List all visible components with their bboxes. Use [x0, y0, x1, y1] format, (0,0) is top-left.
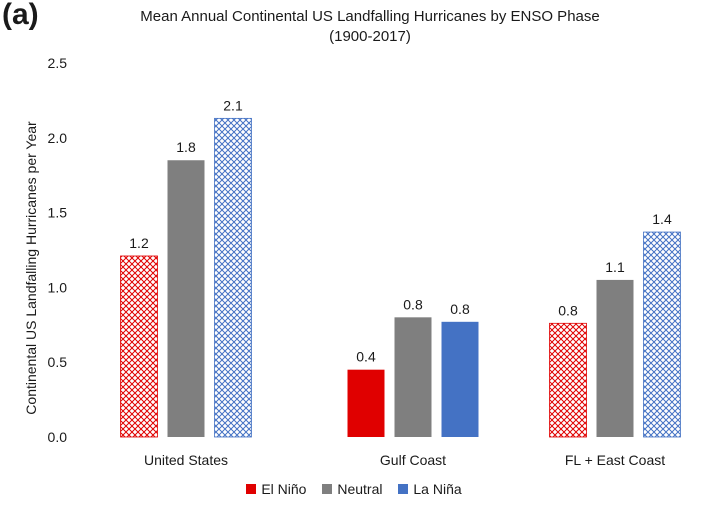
bar-value-label: 2.1 [223, 97, 243, 113]
bar-value-label: 0.4 [356, 349, 376, 365]
y-tick-label: 0.0 [48, 429, 68, 445]
y-tick-label: 2.5 [48, 55, 68, 71]
bar-la-nina-gulf-coast [441, 321, 479, 437]
bar-el-nino-fl-east-coast [549, 322, 587, 438]
legend-item-la-nina: La Niña [398, 481, 462, 497]
legend-label-neutral: Neutral [337, 481, 383, 497]
x-category-label: Gulf Coast [380, 452, 446, 468]
legend: El Niño Neutral La Niña [0, 481, 708, 497]
legend-item-el-nino: El Niño [246, 481, 306, 497]
bar-neutral-gulf-coast [394, 317, 432, 437]
legend-label-la-nina: La Niña [413, 481, 462, 497]
bar-value-label: 0.8 [558, 302, 578, 318]
x-category-label: FL + East Coast [565, 452, 665, 468]
bar-value-label: 0.8 [403, 296, 423, 312]
legend-label-el-nino: El Niño [261, 481, 307, 497]
y-tick-label: 1.0 [48, 279, 68, 295]
panel-label: (a) [2, 0, 39, 31]
bar-value-label: 1.8 [176, 139, 196, 155]
legend-swatch-la-nina [398, 484, 409, 494]
bar-la-nina-united-states [214, 117, 252, 438]
bar-el-nino-united-states [120, 255, 158, 438]
bar-value-label: 1.2 [129, 235, 149, 251]
y-tick-label: 1.5 [48, 205, 68, 221]
bar-neutral-fl-east-coast [596, 279, 634, 437]
bar-value-label: 0.8 [450, 301, 470, 317]
bar-value-label: 1.4 [652, 211, 672, 227]
chart-subtitle: (1900-2017) [329, 28, 411, 45]
x-category-label: United States [144, 452, 228, 468]
bar-neutral-united-states [167, 160, 205, 438]
bar-value-label: 1.1 [605, 259, 625, 275]
y-tick-label: 2.0 [48, 130, 68, 146]
y-tick-label: 0.5 [48, 354, 68, 370]
chart-title: Mean Annual Continental US Landfalling H… [140, 8, 600, 25]
bar-el-nino-gulf-coast [347, 369, 385, 437]
legend-swatch-el-nino [246, 484, 257, 494]
bar-la-nina-fl-east-coast [643, 231, 681, 438]
legend-swatch-neutral [322, 484, 333, 494]
legend-item-neutral: Neutral [322, 481, 383, 497]
